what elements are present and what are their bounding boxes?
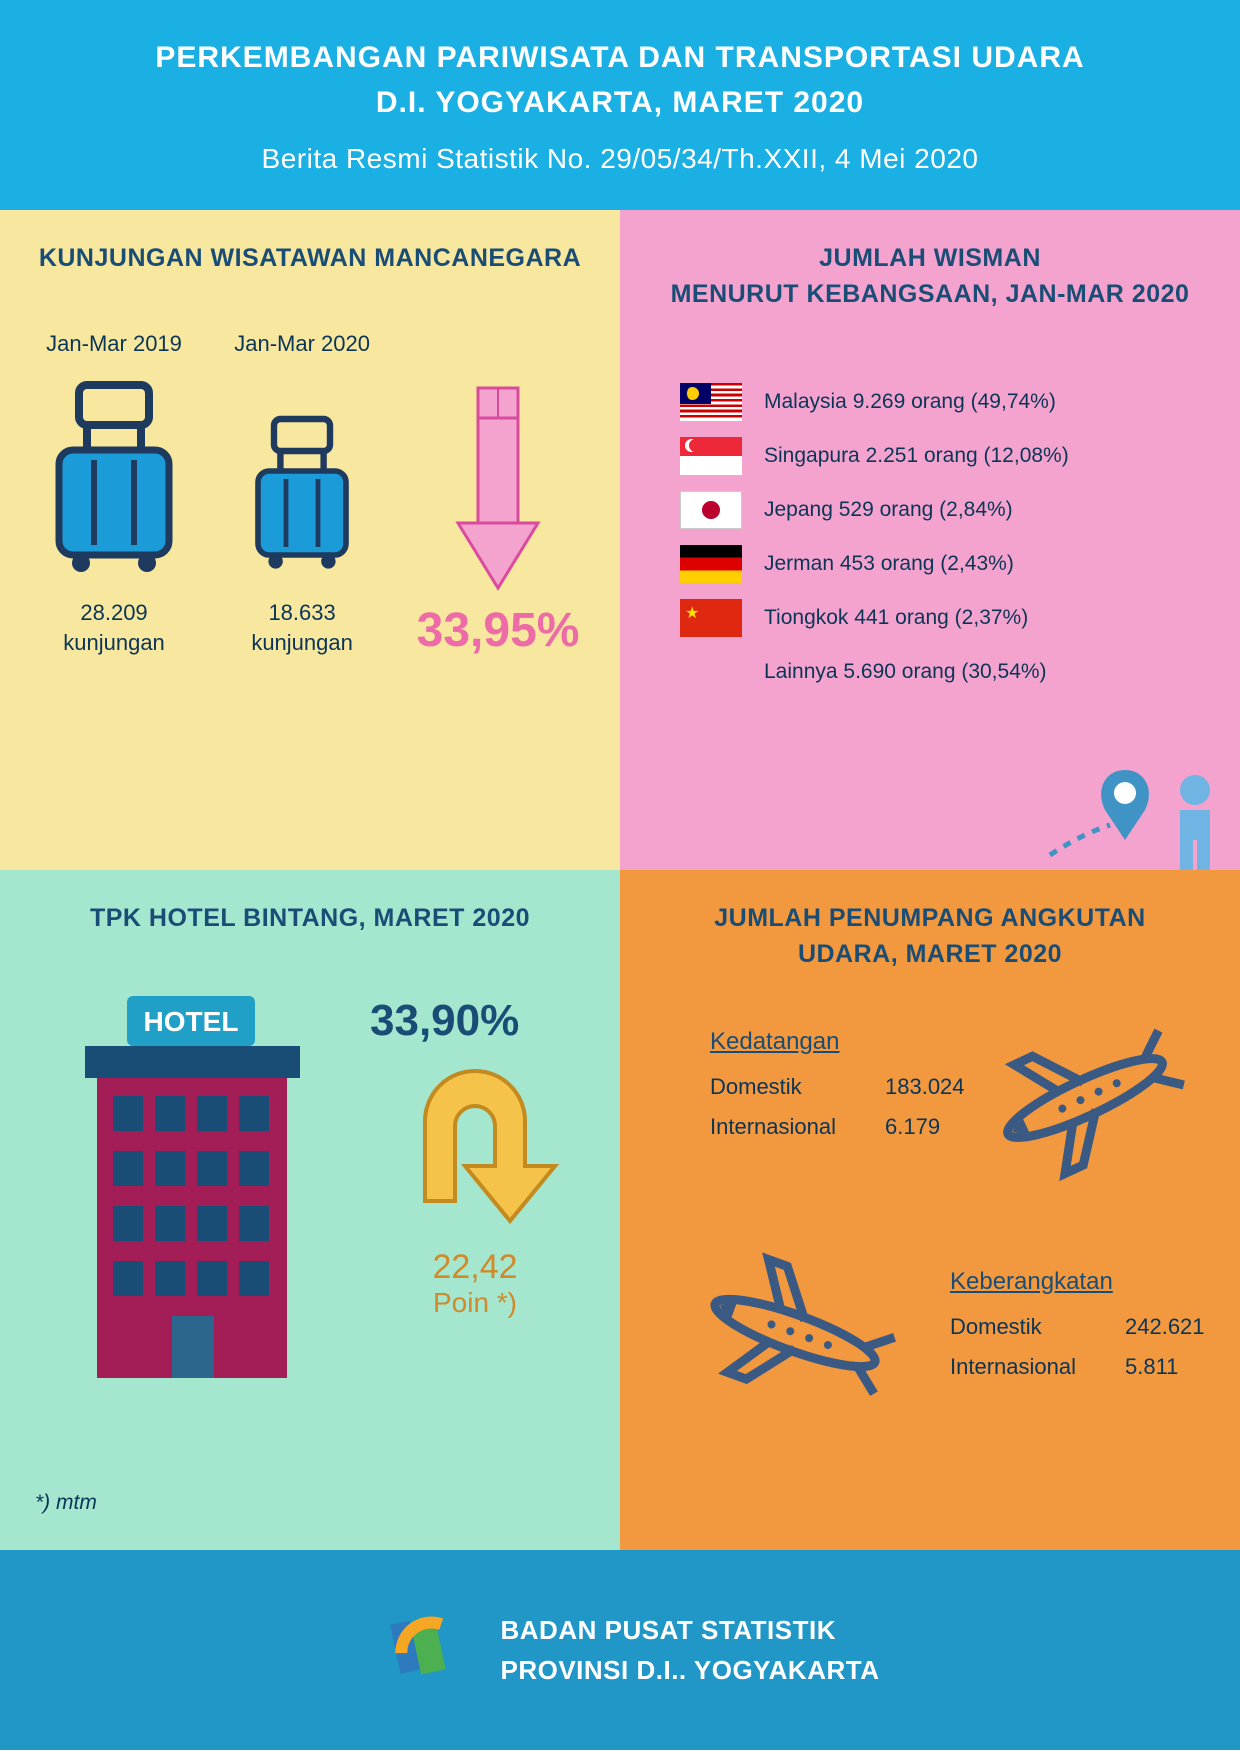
bps-logo-icon — [361, 1595, 471, 1705]
footer-text: BADAN PUSAT STATISTIKPROVINSI D.I.. YOGY… — [501, 1610, 880, 1691]
nat-text: Jepang 529 orang (2,84%) — [764, 498, 1013, 522]
visitors-col-2019: Jan-Mar 2019 28.209kunjungan — [35, 331, 193, 657]
header-title: PERKEMBANGAN PARIWISATA DAN TRANSPORTASI… — [0, 35, 1240, 125]
arrivals-header: Kedatangan — [710, 1028, 965, 1056]
plane-arrival-icon — [975, 1003, 1195, 1193]
suitcase-icon-small — [242, 375, 362, 575]
dep-domestic: Domestik242.621 — [950, 1314, 1205, 1340]
header-line2: D.I. YOGYAKARTA, MARET 2020 — [376, 86, 864, 119]
nat-row-germany: Jerman 453 orang (2,43%) — [655, 545, 1205, 583]
nat-text: Malaysia 9.269 orang (49,74%) — [764, 390, 1056, 414]
hotel-icon: HOTEL — [65, 996, 320, 1396]
flag-japan-icon — [680, 491, 742, 529]
suitcase-icon-large — [39, 375, 189, 575]
footnote: *) mtm — [35, 1491, 97, 1515]
hotel-percent: 33,90% — [370, 996, 580, 1046]
arr-domestic: Domestik183.024 — [710, 1074, 965, 1100]
header-subtitle: Berita Resmi Statistik No. 29/05/34/Th.X… — [0, 143, 1240, 175]
traveler-icon — [1030, 735, 1230, 885]
poin-value: 22,42 Poin *) — [370, 1248, 580, 1319]
panel-hotel-title: TPK HOTEL BINTANG, MARET 2020 — [35, 900, 585, 936]
top-row: KUNJUNGAN WISATAWAN MANCANEGARA Jan-Mar … — [0, 210, 1240, 870]
plane-departure-icon — [685, 1238, 930, 1438]
panel-visitors: KUNJUNGAN WISATAWAN MANCANEGARA Jan-Mar … — [0, 210, 620, 870]
bottom-row: TPK HOTEL BINTANG, MARET 2020 HOTEL 33,9… — [0, 870, 1240, 1550]
nat-text: Lainnya 5.690 orang (30,54%) — [764, 660, 1047, 684]
panel-air-title: JUMLAH PENUMPANG ANGKUTANUDARA, MARET 20… — [655, 900, 1205, 973]
nat-row-singapore: Singapura 2.251 orang (12,08%) — [655, 437, 1205, 475]
dep-international: Internasional5.811 — [950, 1354, 1205, 1380]
period-2019: Jan-Mar 2019 — [35, 331, 193, 357]
panel-air: JUMLAH PENUMPANG ANGKUTANUDARA, MARET 20… — [620, 870, 1240, 1550]
nat-text: Tiongkok 441 orang (2,37%) — [764, 606, 1028, 630]
flag-germany-icon — [680, 545, 742, 583]
percent-change: 33,95% — [411, 603, 585, 658]
panel-nationality-title: JUMLAH WISMANMENURUT KEBANGSAAN, JAN-MAR… — [655, 240, 1205, 313]
page: PERKEMBANGAN PARIWISATA DAN TRANSPORTASI… — [0, 0, 1240, 1754]
footer: BADAN PUSAT STATISTIKPROVINSI D.I.. YOGY… — [0, 1550, 1240, 1750]
nat-row-china: Tiongkok 441 orang (2,37%) — [655, 599, 1205, 637]
nat-text: Singapura 2.251 orang (12,08%) — [764, 444, 1069, 468]
panel-hotel: TPK HOTEL BINTANG, MARET 2020 HOTEL 33,9… — [0, 870, 620, 1550]
visitors-col-change: 33,95% — [411, 378, 585, 658]
departures-section: Keberangkatan Domestik242.621 Internasio… — [940, 1268, 1205, 1394]
flag-singapore-icon — [680, 437, 742, 475]
panel-nationality: JUMLAH WISMANMENURUT KEBANGSAAN, JAN-MAR… — [620, 210, 1240, 870]
flag-china-icon — [680, 599, 742, 637]
nationality-list: Malaysia 9.269 orang (49,74%) Singapura … — [655, 383, 1205, 691]
period-2020: Jan-Mar 2020 — [223, 331, 381, 357]
svg-text:HOTEL: HOTEL — [144, 1006, 239, 1037]
panel-visitors-title: KUNJUNGAN WISATAWAN MANCANEGARA — [35, 240, 585, 276]
departures-header: Keberangkatan — [950, 1268, 1205, 1296]
flag-none-icon — [680, 653, 742, 691]
header-line1: PERKEMBANGAN PARIWISATA DAN TRANSPORTASI… — [155, 41, 1084, 74]
nat-row-japan: Jepang 529 orang (2,84%) — [655, 491, 1205, 529]
arrivals-section: Kedatangan Domestik183.024 Internasional… — [655, 1028, 965, 1154]
nat-row-malaysia: Malaysia 9.269 orang (49,74%) — [655, 383, 1205, 421]
arr-international: Internasional6.179 — [710, 1114, 965, 1140]
flag-malaysia-icon — [680, 383, 742, 421]
header: PERKEMBANGAN PARIWISATA DAN TRANSPORTASI… — [0, 0, 1240, 210]
value-2019: 28.209kunjungan — [35, 598, 193, 657]
nat-text: Jerman 453 orang (2,43%) — [764, 552, 1014, 576]
u-turn-arrow-icon — [370, 1046, 580, 1231]
visitors-col-2020: Jan-Mar 2020 18.633kunjungan — [223, 331, 381, 657]
value-2020: 18.633kunjungan — [223, 598, 381, 657]
nat-row-other: Lainnya 5.690 orang (30,54%) — [655, 653, 1205, 691]
down-arrow-icon — [443, 378, 553, 598]
hotel-stats: 33,90% 22,42 Poin *) — [370, 996, 580, 1319]
